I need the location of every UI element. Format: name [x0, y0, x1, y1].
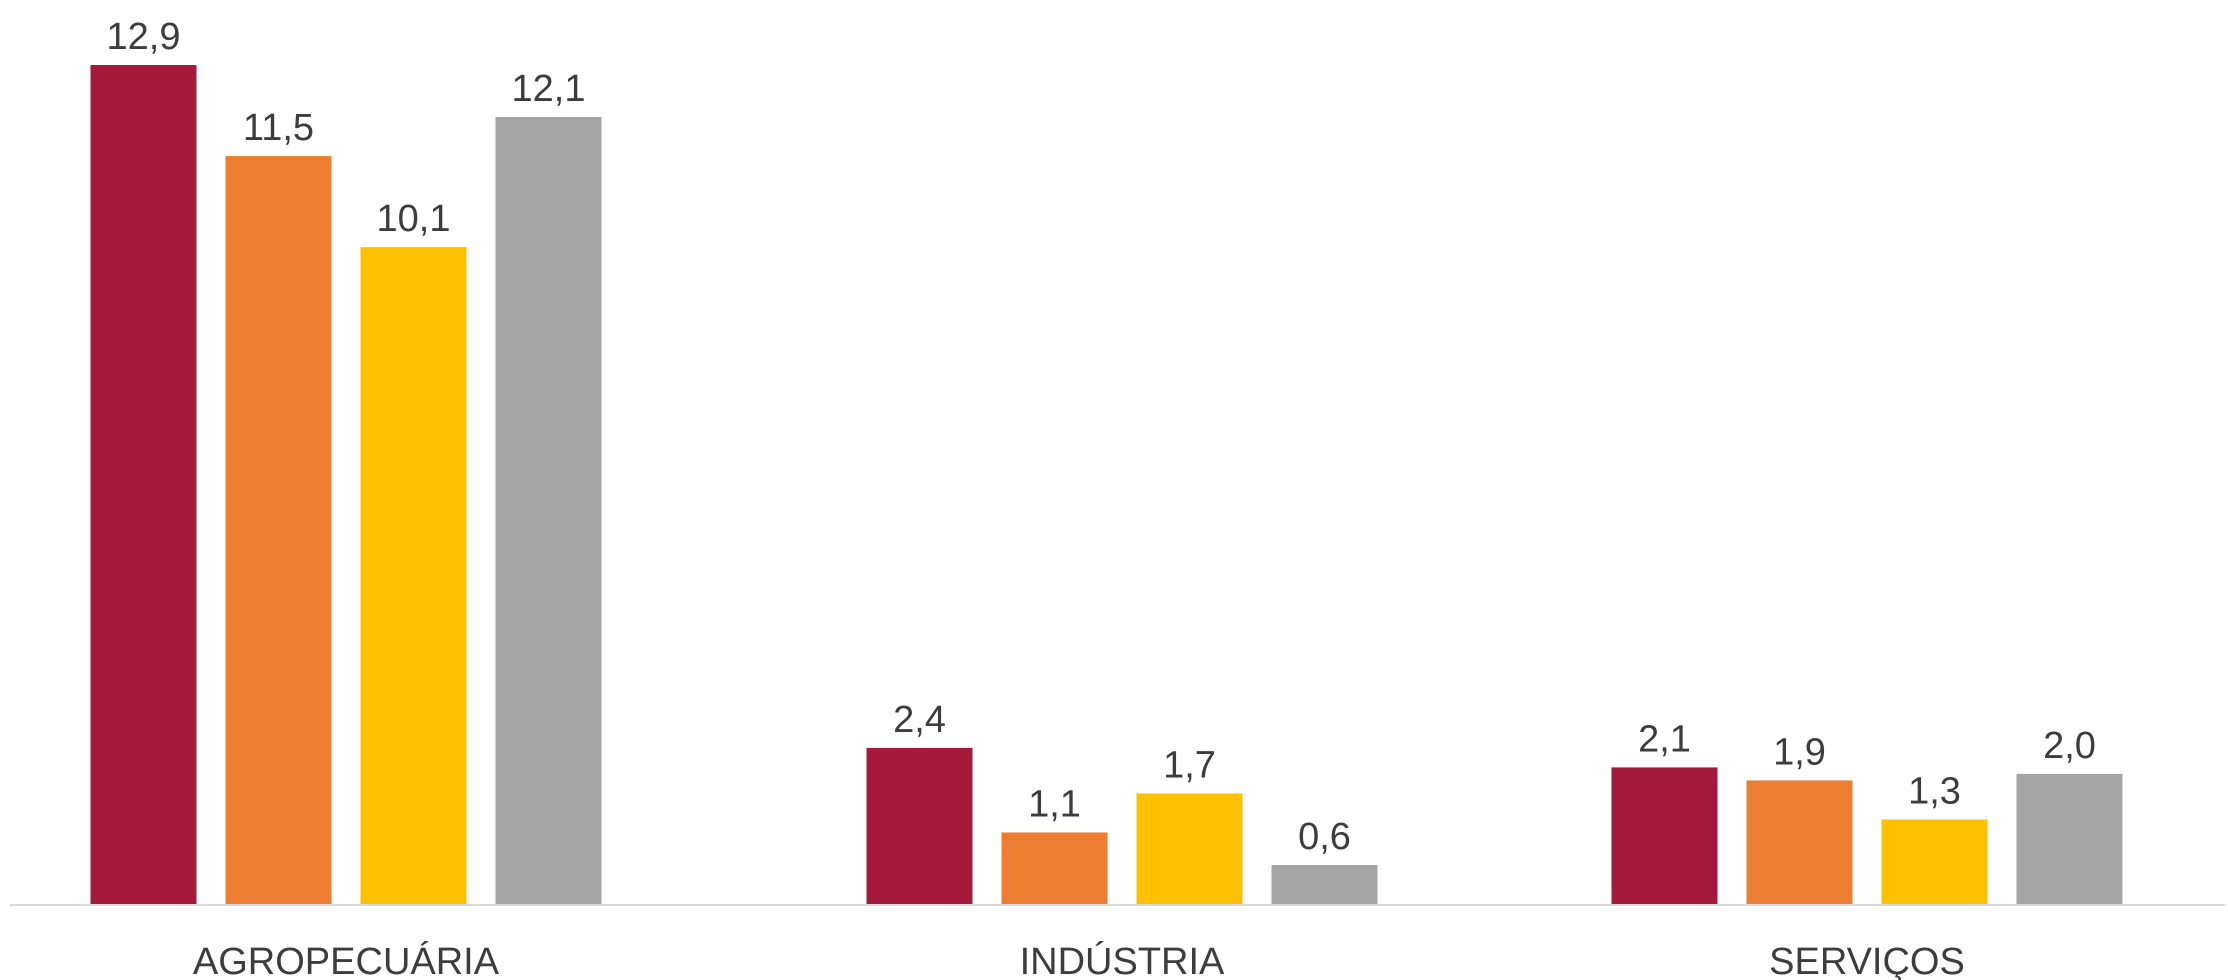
data-label: 11,5	[243, 107, 314, 149]
bar	[1746, 780, 1853, 904]
data-label: 2,0	[2043, 725, 2096, 767]
bars-layer	[90, 65, 2123, 904]
data-label: 12,9	[107, 16, 181, 58]
bar	[360, 247, 467, 904]
bar	[495, 117, 602, 904]
data-label: 1,3	[1908, 770, 1961, 812]
bar	[1136, 793, 1243, 904]
category-label: INDÚSTRIA	[1020, 940, 1225, 980]
data-labels-layer: 12,9 11,5 10,1 12,1 2,4 1,1 1,7 0,6 2,1 1,9 1,3 2,0	[107, 16, 2096, 858]
bar	[1611, 767, 1718, 904]
data-label: 2,1	[1638, 718, 1691, 760]
data-label: 1,1	[1028, 783, 1081, 825]
category-labels-layer: AGROPECUÁRIA INDÚSTRIA SERVIÇOS	[193, 940, 1965, 980]
data-label: 1,7	[1163, 744, 1216, 786]
data-label: 10,1	[377, 198, 451, 240]
bar	[2016, 773, 2123, 904]
bar	[1271, 864, 1378, 904]
bar	[90, 65, 197, 904]
bar	[1001, 832, 1108, 904]
category-label: SERVIÇOS	[1769, 941, 1965, 980]
data-label: 1,9	[1773, 731, 1826, 773]
bar	[1881, 819, 1988, 904]
bar	[225, 156, 332, 904]
bar	[866, 747, 973, 904]
data-label: 0,6	[1298, 816, 1351, 858]
data-label: 2,4	[893, 699, 946, 741]
data-label: 12,1	[512, 68, 586, 110]
category-label: AGROPECUÁRIA	[193, 940, 500, 980]
